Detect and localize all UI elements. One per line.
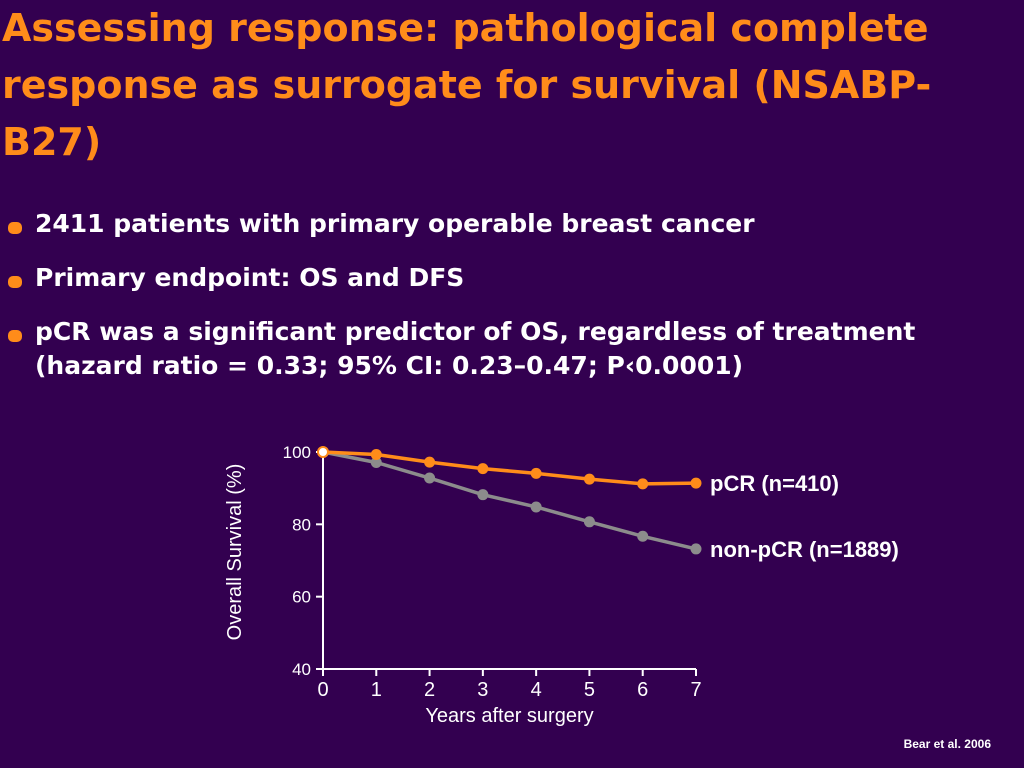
series-line-pcr (322, 450, 697, 486)
data-point-nonpcr (477, 489, 489, 501)
series-label-nonpcr: non-pCR (n=1889) (710, 537, 899, 562)
data-point-pcr (583, 473, 595, 485)
data-point-pcr (424, 456, 436, 468)
bullet-text: Primary endpoint: OS and DFS (35, 263, 465, 292)
bullet-icon (8, 276, 22, 288)
x-tick-label: 0 (317, 679, 328, 701)
x-tick-label: 3 (477, 679, 488, 701)
y-tick-label: 60 (292, 588, 311, 607)
y-axis-label: Overall Survival (%) (224, 464, 246, 641)
bullet-item: Primary endpoint: OS and DFS (6, 261, 1006, 295)
bullet-list: 2411 patients with primary operable brea… (6, 207, 1006, 403)
series-line-nonpcr (322, 450, 697, 551)
y-tick-label: 80 (292, 515, 311, 534)
data-point-pcr (637, 478, 649, 490)
bullet-icon (8, 222, 22, 234)
data-point-nonpcr (583, 516, 595, 528)
bullet-icon (8, 330, 22, 342)
bullet-item: 2411 patients with primary operable brea… (6, 207, 1006, 241)
x-tick-label: 1 (371, 679, 382, 701)
bullet-item: pCR was a significant predictor of OS, r… (6, 315, 1006, 383)
x-tick-label: 2 (424, 679, 435, 701)
citation: Bear et al. 2006 (903, 737, 991, 751)
data-point-nonpcr (690, 543, 702, 555)
data-point-pcr (370, 449, 382, 461)
data-point-nonpcr (637, 530, 649, 542)
data-point-nonpcr (530, 501, 542, 513)
data-point-pcr (477, 463, 489, 475)
bullet-text: pCR was a significant predictor of OS, r… (35, 317, 916, 380)
x-tick-label: 5 (584, 679, 595, 701)
y-tick-label: 40 (292, 660, 311, 679)
data-point-pcr (530, 467, 542, 479)
x-tick-label: 4 (531, 679, 542, 701)
x-axis-label: Years after surgery (425, 705, 593, 727)
data-point-nonpcr (370, 456, 382, 468)
series-label-pcr: pCR (n=410) (710, 471, 839, 496)
y-tick-label: 100 (283, 443, 311, 462)
x-tick-label: 6 (637, 679, 648, 701)
data-point-pcr (690, 477, 702, 489)
slide-title: Assessing response: pathological complet… (2, 6, 932, 164)
bullet-text: 2411 patients with primary operable brea… (35, 209, 755, 238)
x-tick-label: 7 (690, 679, 701, 701)
data-point-start (317, 446, 329, 458)
data-point-nonpcr (424, 472, 436, 484)
